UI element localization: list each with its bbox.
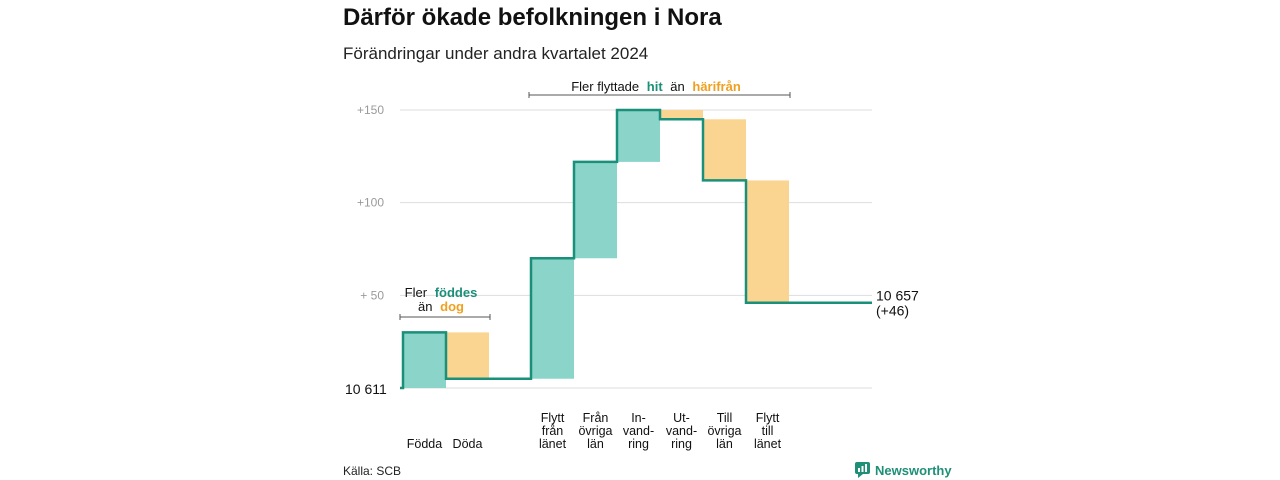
migration-annotation-highlight2: härifrån: [692, 79, 740, 94]
category-label: Döda: [453, 437, 483, 451]
migration-annotation-highlight: hit: [647, 79, 664, 94]
bar-births-0: [403, 332, 446, 388]
migration-annotation: Fler flyttade hit än härifrån: [528, 79, 791, 98]
source-note: Källa: SCB: [343, 464, 402, 478]
end-change-label: (+46): [876, 303, 909, 319]
births-annotation: Fler föddes än dog: [399, 285, 491, 320]
category-label: Ut-vand-ring: [666, 411, 697, 451]
bar-migration-5: [746, 180, 789, 303]
bar-migration-4: [703, 119, 746, 181]
bar-layer: [403, 110, 789, 388]
births-annotation-line2-prefix: än: [418, 299, 432, 314]
cumulative-step-line: [400, 108, 872, 390]
y-tick-label: +100: [357, 196, 384, 210]
chart-title: Därför ökade befolkningen i Nora: [343, 4, 722, 31]
births-annotation-highlight: föddes: [435, 285, 478, 300]
category-label: Födda: [407, 437, 442, 451]
y-tick-label: +150: [357, 103, 384, 117]
migration-annotation-bracket: [528, 92, 791, 98]
births-annotation-line1: Fler föddes: [405, 285, 478, 300]
brand-name: Newsworthy: [875, 462, 952, 478]
baseline-label: 10 611: [345, 381, 387, 397]
bar-migration-1: [574, 161, 617, 259]
migration-annotation-prefix: Fler flyttade: [571, 79, 639, 94]
line-layer: [400, 108, 872, 390]
category-label: In-vand-ring: [623, 411, 654, 451]
bar-migration-0: [531, 258, 574, 379]
births-annotation-line2: än dog: [418, 299, 464, 314]
category-label: Från övriga län: [578, 411, 612, 451]
births-annotation-bracket: [399, 314, 491, 320]
end-value-label: 10 657: [876, 288, 919, 304]
category-label: Till övriga län: [707, 411, 741, 451]
label-layer: + 50 +100 +150 10 611 Födda Döda Flytt från läne…: [345, 103, 919, 451]
bar-migration-2: [617, 110, 660, 162]
category-label: Flytt från länet: [539, 411, 567, 451]
brand-logo: Newsworthy: [855, 462, 952, 478]
chart-subtitle: Förändringar under andra kvartalet 2024: [343, 44, 649, 63]
migration-annotation-text: Fler flyttade hit än härifrån: [571, 79, 741, 94]
category-label: Flytt till länet: [754, 411, 782, 451]
migration-annotation-middle: än: [670, 79, 684, 94]
y-tick-label: + 50: [360, 288, 384, 302]
grid-layer: [400, 109, 872, 389]
bar-migration-3: [660, 110, 703, 120]
newsworthy-logo-icon: [855, 462, 870, 478]
births-annotation-line2-highlight: dog: [440, 299, 464, 314]
births-annotation-prefix: Fler: [405, 285, 428, 300]
bar-births-1: [446, 332, 489, 379]
